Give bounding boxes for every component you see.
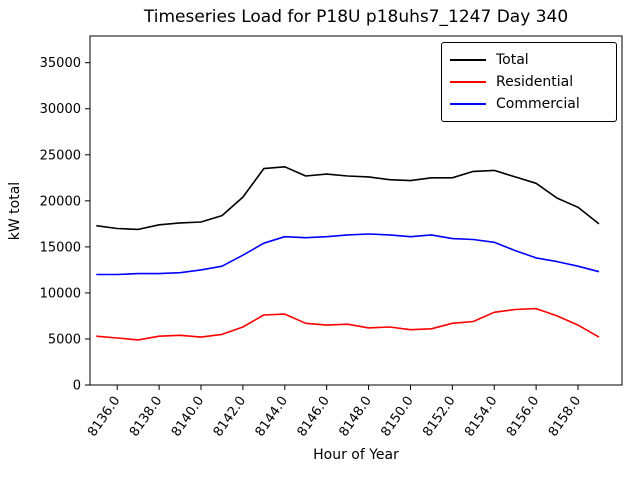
chart-title: Timeseries Load for P18U p18uhs7_1247 Da…	[143, 7, 569, 27]
x-axis-tick-label: 8150.0	[378, 394, 416, 440]
x-axis-tick-label: 8142.0	[211, 394, 249, 440]
legend-label-residential: Residential	[496, 74, 574, 90]
legend-label-total: Total	[496, 52, 529, 68]
x-axis-tick-label: 8158.0	[546, 394, 584, 440]
legend-line-sample-residential	[450, 81, 486, 83]
x-axis-tick-label: 8156.0	[504, 394, 542, 440]
y-axis-tick-label: 25000	[40, 148, 81, 163]
y-axis-tick-label: 30000	[40, 102, 81, 117]
y-axis-tick-label: 5000	[48, 332, 81, 347]
series-line-residential	[96, 307, 600, 341]
series-line-commercial	[96, 233, 600, 276]
y-axis-tick-label: 0	[73, 379, 81, 394]
legend-item-total: Total	[450, 49, 608, 71]
legend-line-sample-total	[450, 59, 486, 61]
legend-item-commercial: Commercial	[450, 93, 608, 115]
x-axis-tick-label: 8138.0	[127, 394, 165, 440]
y-axis-tick-label: 35000	[40, 56, 81, 71]
x-axis-tick-label: 8146.0	[295, 394, 333, 440]
legend-item-residential: Residential	[450, 71, 608, 93]
x-axis-tick-label: 8140.0	[169, 394, 207, 440]
y-axis-tick-label: 15000	[40, 240, 81, 255]
x-axis-tick-label: 8144.0	[253, 394, 291, 440]
legend: Total Residential Commercial	[441, 42, 617, 122]
legend-label-commercial: Commercial	[496, 96, 580, 112]
legend-line-sample-commercial	[450, 103, 486, 105]
x-axis-tick-label: 8152.0	[420, 394, 458, 440]
plot-border	[89, 35, 623, 386]
y-axis-tick-label: 10000	[40, 286, 81, 301]
series-line-total	[96, 166, 600, 231]
x-axis-tick-label: 8148.0	[336, 394, 374, 440]
x-axis-label: Hour of Year	[313, 447, 399, 463]
x-axis-tick-label: 8154.0	[462, 394, 500, 440]
y-axis-tick-label: 20000	[40, 194, 81, 209]
x-axis-tick-label: 8136.0	[85, 394, 123, 440]
y-axis-label: kW total	[7, 181, 23, 241]
